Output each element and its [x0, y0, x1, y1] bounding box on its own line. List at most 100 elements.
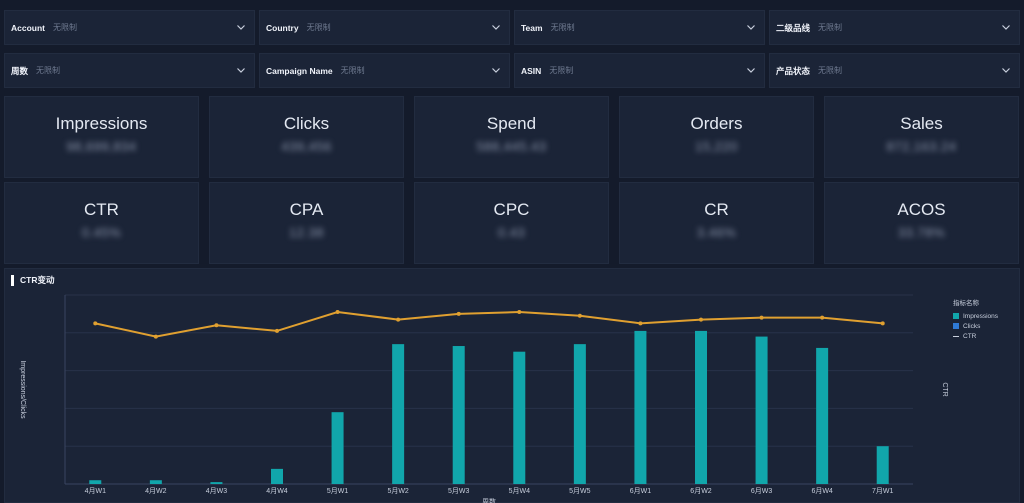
legend-swatch	[953, 335, 959, 337]
ctr-point	[880, 321, 885, 326]
kpi-label: ACOS	[897, 200, 946, 219]
filter-label: Campaign Name	[266, 65, 333, 76]
legend-item-ctr[interactable]: CTR	[953, 331, 998, 341]
ctr-point	[577, 313, 582, 318]
ctr-point	[214, 323, 219, 328]
chevron-down-icon	[746, 66, 756, 76]
x-tick-label: 5月W1	[327, 487, 348, 495]
bar-impressions	[210, 482, 223, 484]
bar-impressions	[634, 330, 647, 484]
filter-team[interactable]: Team 无限制	[514, 10, 765, 45]
bar-impressions	[452, 346, 465, 484]
filter-label: 周数	[11, 65, 29, 76]
kpi-value: 872,163.24	[886, 139, 957, 154]
kpi-card-orders: Orders 15,220	[619, 96, 814, 178]
ctr-point	[759, 315, 764, 320]
filter-product-line[interactable]: 二级品线 无限制	[769, 10, 1020, 45]
ctr-point	[456, 311, 461, 316]
chevron-down-icon	[236, 66, 246, 76]
filter-asin[interactable]: ASIN 无限制	[514, 53, 765, 88]
kpi-value: 0.45%	[81, 225, 122, 240]
kpi-card-cpa: CPA 12.38	[209, 182, 404, 264]
kpi-label: CTR	[84, 200, 119, 219]
bar-impressions	[755, 336, 768, 484]
filter-label: Account	[11, 22, 45, 33]
ctr-point	[275, 328, 279, 333]
ctr-line	[95, 310, 883, 338]
x-tick-label: 6月W3	[751, 487, 773, 495]
legend-title: 指标名称	[953, 300, 979, 307]
ctr-chart-panel: CTR变动 4月W1 4月W2 4月W3 4月W4 5月W1 5月W2 5月W3 5月W4 5月…	[4, 268, 1020, 503]
bar-impressions	[695, 330, 707, 484]
x-tick-label: 7月W1	[872, 487, 893, 495]
x-tick-label: 5月W5	[569, 487, 590, 495]
chevron-down-icon	[746, 23, 756, 33]
x-tick-label: 5月W4	[509, 487, 530, 495]
legend-label: CTR	[963, 332, 977, 340]
bar-impressions	[513, 351, 526, 484]
kpi-value: 12.38	[288, 225, 325, 240]
kpi-value: 3.46%	[696, 225, 737, 240]
kpi-card-cr: CR 3.46%	[619, 182, 814, 264]
ctr-combo-chart: 4月W1 4月W2 4月W3 4月W4 5月W1 5月W2 5月W3 5月W4 5月W5 6月W1…	[19, 294, 948, 503]
x-tick-label: 5月W3	[448, 487, 469, 495]
x-tick-label: 4月W2	[145, 487, 166, 495]
bar-impressions	[392, 344, 405, 484]
chevron-down-icon	[491, 66, 501, 76]
filter-label: 产品状态	[776, 65, 811, 76]
kpi-card-ctr: CTR 0.45%	[4, 182, 199, 264]
filter-value: 无限制	[550, 23, 575, 32]
ctr-point	[820, 315, 825, 320]
ctr-point	[335, 310, 340, 315]
kpi-label: Impressions	[55, 114, 148, 133]
filter-value: 无限制	[549, 66, 574, 75]
kpi-card-cpc: CPC 0.43	[414, 182, 609, 264]
ctr-point	[699, 317, 703, 322]
legend-item-impressions[interactable]: Impressions	[953, 311, 998, 321]
filter-product-status[interactable]: 产品状态 无限制	[769, 53, 1020, 88]
chevron-down-icon	[491, 23, 501, 33]
kpi-label: CPC	[493, 200, 530, 219]
kpi-value: 439,456	[281, 139, 332, 154]
y-axis-label: Impressions/Clicks	[19, 360, 26, 419]
bar-impressions	[149, 480, 162, 484]
bar-impressions	[331, 412, 344, 484]
kpi-card-spend: Spend 588,445.43	[414, 96, 609, 178]
ctr-point	[638, 321, 643, 326]
bar-impressions	[271, 468, 283, 484]
filter-value: 无限制	[53, 23, 77, 32]
filter-label: ASIN	[521, 65, 542, 76]
bar-impressions	[876, 446, 889, 484]
kpi-card-acos: ACOS 33.78%	[824, 182, 1019, 264]
legend-item-clicks[interactable]: Clicks	[953, 321, 998, 331]
chevron-down-icon	[1001, 66, 1011, 76]
kpi-label: Sales	[900, 114, 943, 133]
filter-country[interactable]: Country 无限制	[259, 10, 510, 45]
kpi-label: Spend	[486, 114, 537, 133]
chart-title: CTR变动	[11, 275, 54, 286]
bar-impressions	[573, 344, 586, 484]
kpi-card-sales: Sales 872,163.24	[824, 96, 1019, 178]
filter-label: Team	[521, 22, 543, 33]
legend-swatch	[953, 313, 959, 319]
filter-week[interactable]: 周数 无限制	[4, 53, 255, 88]
x-tick-label: 6月W2	[690, 487, 712, 495]
bar-impressions	[816, 347, 829, 484]
filter-value: 无限制	[818, 66, 843, 75]
bar-impressions	[89, 480, 102, 484]
chevron-down-icon	[236, 23, 246, 33]
kpi-label: CPA	[289, 200, 324, 219]
filter-value: 无限制	[306, 23, 331, 32]
y2-axis-label: CTR	[941, 382, 948, 396]
x-tick-label: 6月W4	[811, 487, 832, 495]
legend-swatch	[953, 323, 959, 329]
filter-account[interactable]: Account 无限制	[4, 10, 255, 45]
ctr-point	[93, 321, 98, 326]
ctr-point	[396, 317, 401, 322]
ctr-point	[517, 310, 522, 315]
filter-bar: Account 无限制 Country 无限制 Team 无限制 二级品线 无限…	[4, 10, 1020, 88]
filter-campaign-name[interactable]: Campaign Name 无限制	[259, 53, 510, 88]
kpi-value: 588,445.43	[476, 139, 547, 154]
kpi-card-impressions: Impressions 98,699,834	[4, 96, 199, 178]
filter-label: 二级品线	[776, 22, 811, 33]
